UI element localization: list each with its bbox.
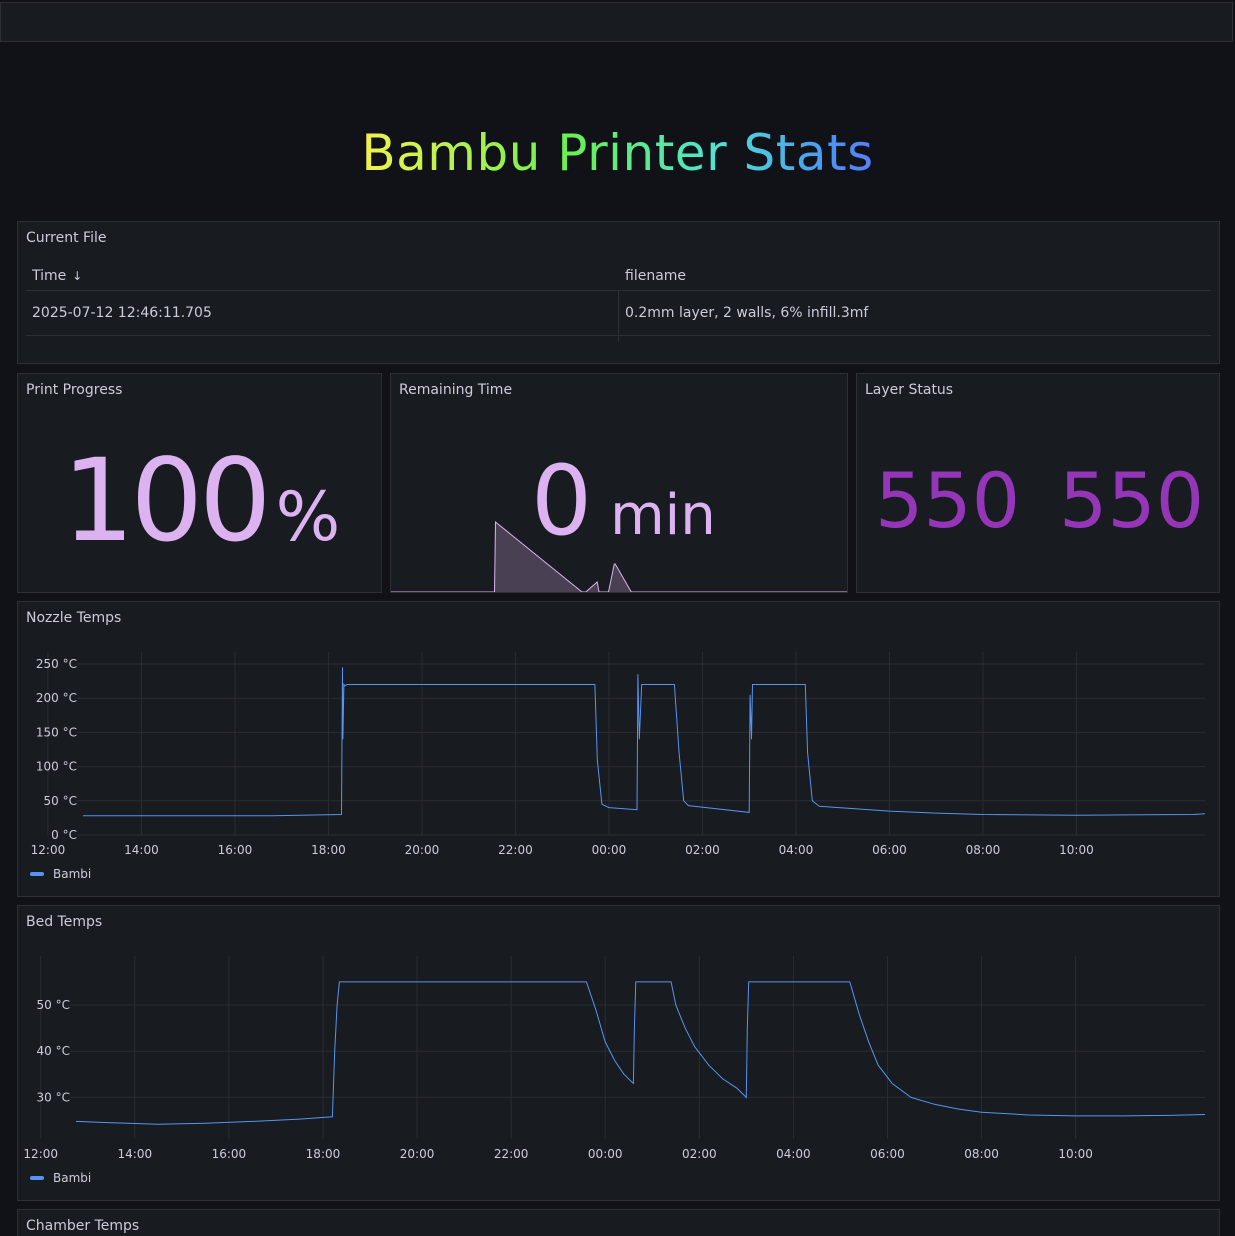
remaining-time-value: 0 min — [531, 445, 716, 557]
x-tick-label: 10:00 — [1058, 1147, 1093, 1161]
current-file-panel: Current File Time ↓ filename 2025-07-12 1… — [17, 221, 1220, 364]
x-tick-label: 08:00 — [966, 843, 1001, 857]
panel-title: Bed Temps — [26, 914, 103, 930]
x-tick-label: 22:00 — [498, 843, 533, 857]
panel-title: Chamber Temps — [26, 1218, 140, 1234]
current-layer-value: 550 — [875, 456, 1021, 545]
x-tick-label: 06:00 — [872, 843, 907, 857]
nozzle-temps-panel: Nozzle Temps 14:00 16:00 18:00 20:00 22:00 00… — [17, 601, 1220, 897]
panel-title: Remaining Time — [399, 382, 513, 398]
legend-swatch — [30, 1176, 44, 1180]
x-tick-label: 04:00 — [776, 1147, 811, 1161]
x-tick-label: 10:00 — [1059, 843, 1094, 857]
legend-label: Bambi — [53, 1171, 92, 1185]
legend-swatch — [30, 872, 44, 876]
x-tick-label: 20:00 — [400, 1147, 435, 1161]
x-tick-label: 18:00 — [306, 1147, 341, 1161]
sparkline-line — [391, 520, 847, 592]
column-divider — [618, 290, 619, 342]
x-tick-label: 16:00 — [212, 1147, 247, 1161]
chart-legend[interactable]: Bambi — [30, 867, 91, 881]
y-tick-label: 200 °C — [36, 691, 77, 705]
x-tick-label: 02:00 — [682, 1147, 717, 1161]
x-tick-label: 12:00 — [23, 1147, 58, 1161]
panel-title: Nozzle Temps — [26, 610, 122, 626]
cell-time: 2025-07-12 12:46:11.705 — [32, 305, 212, 321]
y-tick-label: 50 °C — [44, 794, 77, 808]
remaining-time-panel: Remaining Time 0 min — [390, 373, 848, 593]
x-tick-label: 20:00 — [405, 843, 440, 857]
legend-label: Bambi — [53, 867, 92, 881]
series-line-bambi — [75, 981, 1206, 1125]
x-tick-label: 02:00 — [685, 843, 720, 857]
series-line-bambi — [83, 667, 1206, 817]
y-tick-label: 100 °C — [36, 760, 77, 774]
y-tick-label: 150 °C — [36, 725, 77, 739]
chamber-temps-panel: Chamber Temps — [17, 1209, 1220, 1236]
dashboard-title: Bambu Printer Stats — [0, 120, 1235, 186]
progress-value: 100% — [62, 434, 341, 567]
panel-title: Current File — [26, 230, 107, 246]
y-tick-label: 250 °C — [36, 657, 77, 671]
chart-legend[interactable]: Bambi — [30, 1171, 91, 1185]
x-tick-label: 22:00 — [494, 1147, 529, 1161]
x-tick-label: 00:00 — [588, 1147, 623, 1161]
bed-temps-chart: 14:00 16:00 18:00 20:00 22:00 00:00 02:00 04:00… — [23, 956, 1206, 1161]
y-tick-label: 0 °C — [51, 828, 77, 842]
y-tick-label: 50 °C — [37, 998, 70, 1012]
total-layers-value: 550 — [1059, 456, 1205, 545]
x-tick-label: 06:00 — [870, 1147, 905, 1161]
remaining-time-sparkline — [391, 520, 847, 592]
column-header-time[interactable]: Time ↓ — [32, 268, 83, 284]
print-progress-panel: Print Progress 100% — [17, 373, 382, 593]
y-tick-label: 30 °C — [37, 1090, 70, 1104]
y-tick-label: 40 °C — [37, 1044, 70, 1058]
x-tick-label: 08:00 — [964, 1147, 999, 1161]
cell-filename: 0.2mm layer, 2 walls, 6% infill.3mf — [625, 305, 869, 321]
panel-title: Print Progress — [26, 382, 123, 398]
table-header: Time ↓ filename — [26, 262, 1211, 291]
nozzle-temps-chart: 14:00 16:00 18:00 20:00 22:00 00:00 02:00 04:00… — [31, 652, 1206, 857]
x-tick-label: 00:00 — [592, 843, 627, 857]
bed-temps-panel: Bed Temps 14:00 16:00 18:00 20:00 22:00 00:00… — [17, 905, 1220, 1201]
panel-title: Layer Status — [865, 382, 954, 398]
x-tick-label: 18:00 — [311, 843, 346, 857]
x-tick-label: 12:00 — [31, 843, 66, 857]
file-table: Time ↓ filename 2025-07-12 12:46:11.705 0… — [26, 262, 1211, 342]
sort-desc-icon: ↓ — [72, 269, 83, 283]
x-tick-label: 16:00 — [218, 843, 253, 857]
x-tick-label: 14:00 — [118, 1147, 153, 1161]
column-header-filename[interactable]: filename — [625, 268, 687, 284]
top-nav-bar — [0, 2, 1233, 42]
sparkline-area — [391, 522, 847, 592]
x-tick-label: 04:00 — [779, 843, 814, 857]
layer-status-panel: Layer Status 550 550 — [856, 373, 1220, 593]
x-tick-label: 14:00 — [124, 843, 159, 857]
